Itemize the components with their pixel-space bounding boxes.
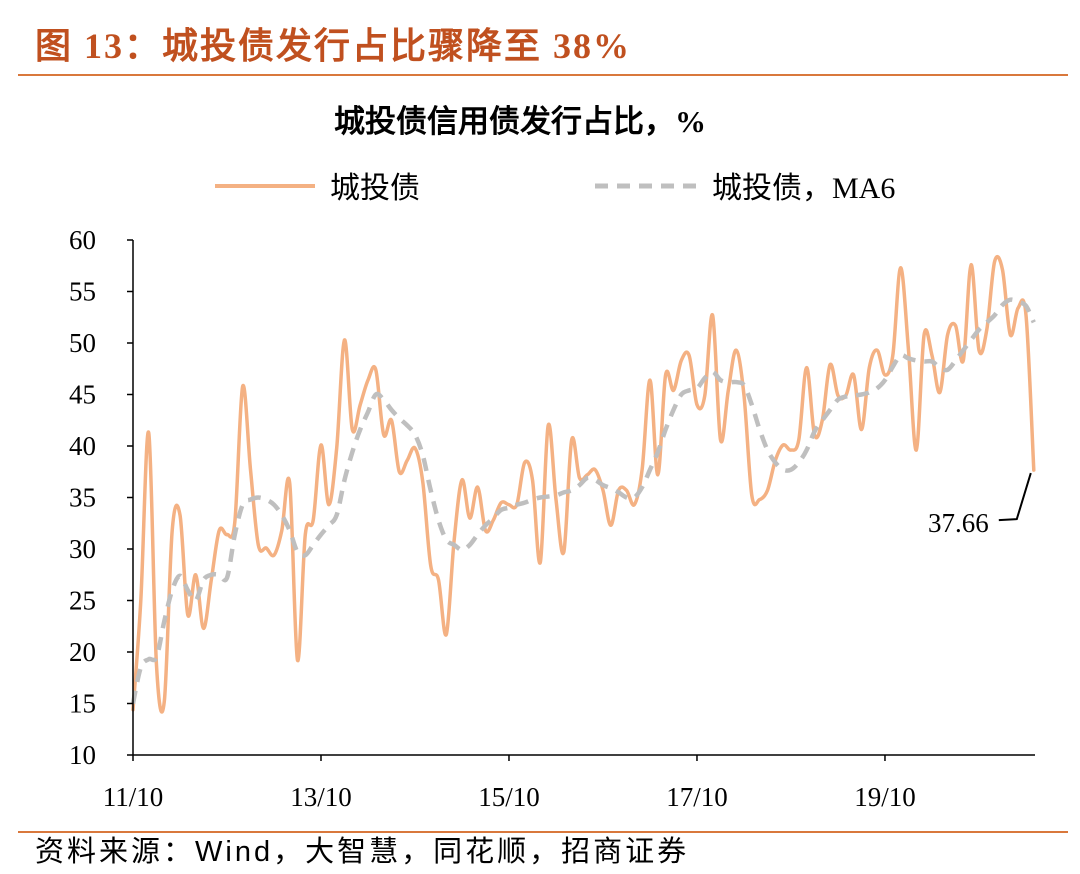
- x-tick-label: 15/10: [478, 782, 540, 812]
- data-label-last: 37.66: [928, 508, 989, 538]
- x-tick-label: 17/10: [666, 782, 728, 812]
- footer-rule: [18, 831, 1068, 833]
- x-tick-label: 19/10: [854, 782, 916, 812]
- source-note: 资料来源：Wind，大智慧，同花顺，招商证券: [35, 836, 690, 868]
- y-tick-label: 50: [69, 328, 96, 358]
- caption-rule: [18, 74, 1068, 76]
- y-tick-label: 40: [69, 431, 96, 461]
- legend: 城投债 城投债，MA6: [215, 172, 895, 205]
- chart-title: 城投债信用债发行占比，%: [334, 104, 706, 139]
- y-tick-label: 45: [69, 380, 96, 410]
- y-tick-label: 35: [69, 483, 96, 513]
- y-tick-label: 15: [69, 689, 96, 719]
- series-line-ma6: [130, 297, 1036, 704]
- annotation-leader: [998, 472, 1032, 522]
- y-tick-label: 55: [69, 277, 96, 307]
- y-tick-label: 30: [69, 534, 96, 564]
- y-tick-label: 60: [69, 225, 96, 255]
- series-line-main: [131, 254, 1036, 714]
- y-tick-label: 25: [69, 586, 96, 616]
- legend-label-ma6: 城投债，MA6: [712, 172, 895, 205]
- y-tick-label: 20: [69, 637, 96, 667]
- x-tick-label: 11/10: [103, 782, 164, 812]
- figure-caption: 图 13：城投债发行占比骤降至 38%: [35, 26, 632, 66]
- plot-area: [130, 254, 1036, 714]
- x-tick-label: 13/10: [290, 782, 352, 812]
- end-annotation: 37.66: [928, 472, 1032, 538]
- legend-item-main: 城投债: [215, 172, 420, 205]
- legend-label-main: 城投债: [330, 172, 420, 205]
- y-tick-label: 10: [69, 740, 96, 770]
- legend-item-ma6: 城投债，MA6: [595, 172, 895, 205]
